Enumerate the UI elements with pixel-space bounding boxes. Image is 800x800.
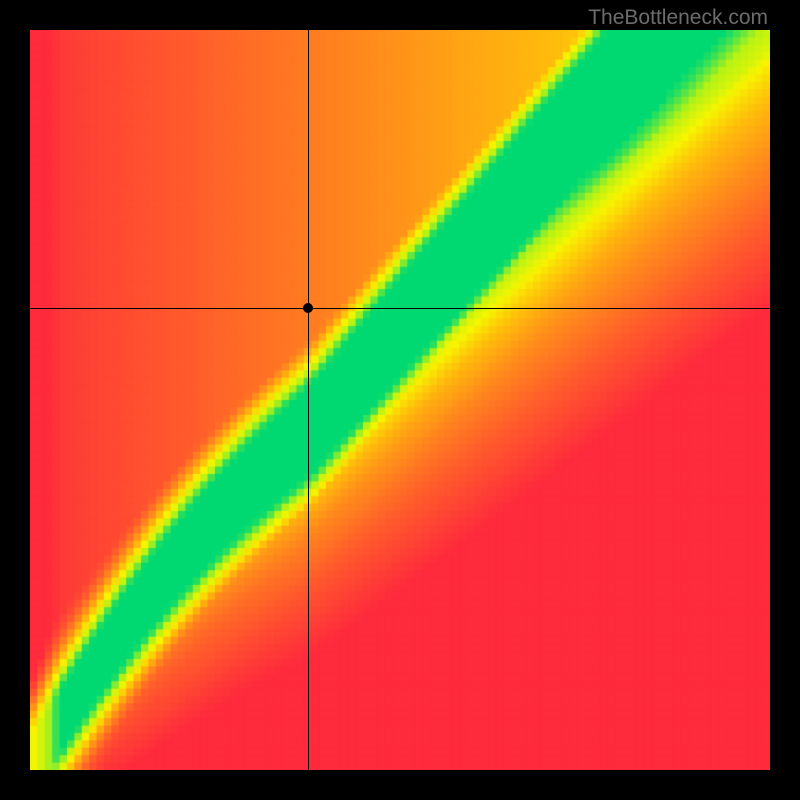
crosshair-marker [303, 303, 313, 313]
heatmap-chart [30, 30, 770, 770]
heatmap-canvas [30, 30, 770, 770]
crosshair-vertical [308, 30, 309, 770]
watermark-text: TheBottleneck.com [588, 6, 768, 30]
crosshair-horizontal [30, 308, 770, 309]
